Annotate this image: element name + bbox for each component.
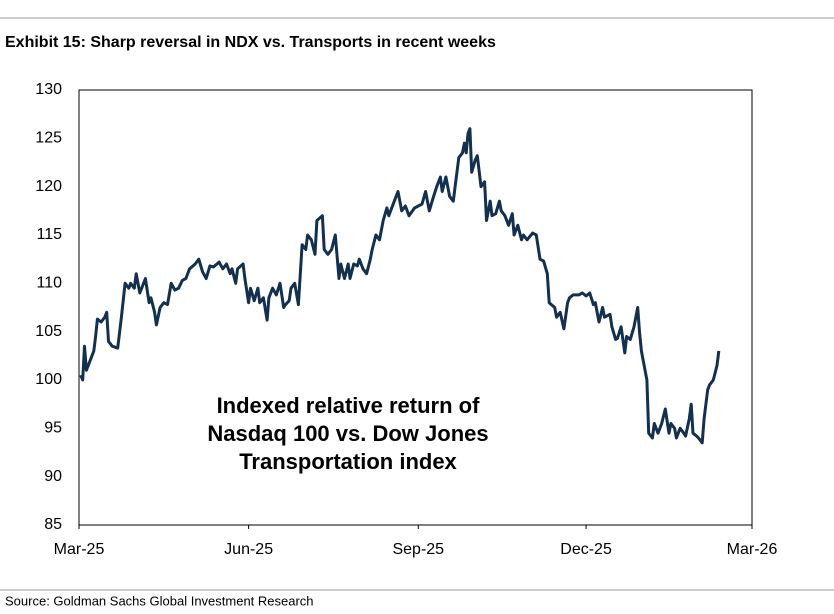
y-tick-label: 115 — [36, 226, 62, 243]
data-line — [79, 127, 721, 445]
y-tick-label: 125 — [35, 130, 62, 147]
y-tick-label: 130 — [35, 81, 62, 98]
y-tick-label: 105 — [35, 323, 62, 340]
y-tick-label: 120 — [35, 178, 62, 195]
y-tick-label: 110 — [36, 275, 62, 292]
plot-frame — [78, 89, 753, 526]
x-tick-label: Jun-25 — [224, 541, 273, 558]
source: Source: Goldman Sachs Global Investment … — [5, 593, 314, 608]
x-tick-label: Mar-26 — [727, 541, 778, 558]
y-tick-label: 100 — [35, 371, 62, 388]
x-tick-label: Dec-25 — [560, 541, 612, 558]
y-tick-label: 95 — [44, 420, 62, 437]
annotation: Indexed relative return of — [217, 393, 481, 418]
annotation: Transportation index — [239, 449, 457, 474]
annotation: Nasdaq 100 vs. Dow Jones — [207, 421, 488, 446]
x-tick-label: Sep-25 — [392, 541, 444, 558]
y-tick-label: 85 — [44, 516, 62, 533]
y-tick-label: 90 — [44, 468, 62, 485]
x-tick-label: Mar-25 — [54, 541, 105, 558]
chart-title: Exhibit 15: Sharp reversal in NDX vs. Tr… — [5, 34, 496, 51]
